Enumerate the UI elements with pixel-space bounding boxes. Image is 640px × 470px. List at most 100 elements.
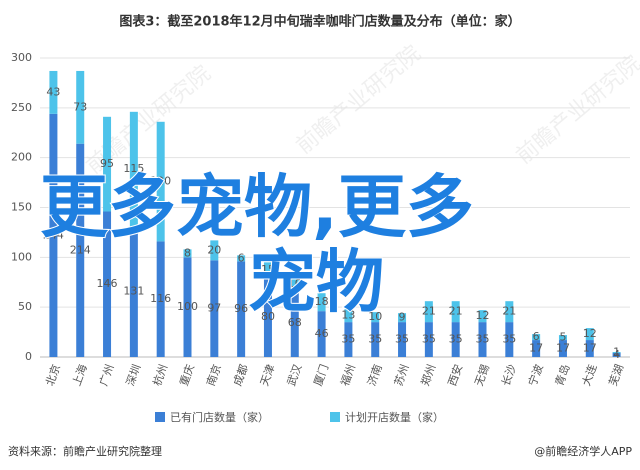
data-label: 244 (43, 228, 64, 241)
x-tick-label: 芜湖 (606, 362, 627, 387)
data-label: 46 (315, 327, 329, 340)
data-label: 131 (123, 285, 144, 298)
data-label: 214 (70, 243, 91, 256)
data-label: 20 (207, 243, 221, 256)
bar-segment (505, 301, 514, 323)
y-tick-label: 0 (25, 350, 32, 363)
credit: @前瞻经济学人APP (534, 444, 632, 458)
data-label: 73 (73, 100, 87, 113)
data-label: 13 (341, 309, 355, 322)
data-label: 15 (261, 263, 275, 276)
chart-title: 图表3：截至2018年12月中旬瑞幸咖啡门店数量及分布（单位：家） (119, 14, 520, 30)
data-label: 43 (46, 85, 60, 98)
bar-segment (585, 340, 594, 357)
bar-segment (49, 70, 58, 114)
x-tick-label: 深圳 (124, 363, 144, 388)
data-label: 8 (184, 246, 191, 259)
x-tick-label: 苏州 (392, 363, 412, 388)
x-tick-label: 无锡 (471, 362, 492, 387)
bar-segment (183, 257, 192, 357)
bar-segment (451, 301, 460, 323)
data-label: 35 (422, 333, 436, 346)
data-label: 21 (422, 305, 436, 318)
data-label: 4 (613, 348, 620, 361)
bar-segment (129, 226, 138, 357)
data-label: 116 (150, 292, 171, 305)
bar-segment (558, 335, 567, 341)
watermark: 前瞻产业研究院 (292, 41, 426, 159)
data-label: 68 (288, 316, 302, 329)
x-tick-label: 北京 (42, 362, 63, 387)
bar-segment (103, 211, 112, 357)
bar-segment (237, 261, 246, 357)
bar-segment (210, 240, 219, 261)
x-tick-label: 西安 (445, 362, 466, 387)
bar-segment (263, 262, 272, 278)
bar-segment (344, 309, 353, 323)
data-label: 18 (315, 295, 329, 308)
data-label: 5 (559, 331, 566, 344)
x-tick-label: 南京 (203, 362, 224, 387)
x-tick-label: 福州 (337, 362, 358, 387)
data-label: 10 (368, 310, 382, 323)
y-tick-label: 150 (11, 201, 32, 214)
x-tick-label: 天津 (258, 363, 278, 388)
data-label: 21 (502, 305, 516, 318)
bar-segment (585, 328, 594, 341)
x-tick-label: 厦门 (311, 362, 332, 387)
bar-segment (210, 260, 219, 357)
data-label: 146 (97, 277, 118, 290)
overlay-text: 更多宠物,更多 (40, 169, 474, 248)
bar-segment (129, 111, 138, 227)
data-label: 35 (476, 333, 490, 346)
x-tick-label: 大连 (579, 362, 600, 387)
watermark-group: 前瞻产业研究院 前瞻产业研究院 前瞻产业研究院 (82, 41, 640, 179)
bar-segment (290, 289, 299, 357)
legend-label: 已有门店数量（家） (170, 410, 269, 424)
x-tick-label: 郑州 (418, 362, 439, 387)
y-tick-label: 250 (11, 101, 32, 114)
bar-segment (558, 340, 567, 357)
y-tick-label: 300 (11, 51, 32, 64)
bar-segment (505, 322, 514, 357)
bar-segment (76, 143, 85, 357)
x-tick-label: 青岛 (552, 362, 573, 387)
data-label: 9 (399, 311, 406, 324)
bar-segment (371, 312, 380, 323)
bar-segment (156, 241, 165, 357)
bar-segment (478, 310, 487, 323)
bar-segment (237, 255, 246, 262)
bar-segment (263, 277, 272, 357)
bar-segment (612, 352, 621, 354)
data-label: 6 (238, 251, 245, 264)
data-label: 35 (341, 333, 355, 346)
bar-segment (76, 70, 85, 144)
data-label: 97 (207, 302, 221, 315)
data-label: 100 (177, 300, 198, 313)
bar-segment (424, 301, 433, 323)
legend-swatch (330, 412, 340, 422)
data-label: 96 (234, 302, 248, 315)
bar-segment (478, 322, 487, 357)
data-label: 35 (368, 333, 382, 346)
watermark: 前瞻产业研究院 (512, 51, 640, 169)
data-label: 17 (529, 342, 543, 355)
x-tick-label: 广州 (97, 363, 117, 388)
data-label: 17 (583, 342, 597, 355)
data-label: 21 (449, 305, 463, 318)
source: 资料来源：前瞻产业研究院整理 (8, 444, 162, 458)
y-tick-label: 100 (11, 250, 32, 263)
legend-label: 计划开店数量（家） (345, 410, 444, 424)
y-tick-label: 200 (11, 151, 32, 164)
bar-segment (398, 313, 407, 323)
data-label: 80 (261, 310, 275, 323)
bar-segment (317, 293, 326, 312)
data-label: 35 (395, 333, 409, 346)
bar-segment (317, 311, 326, 357)
x-tick-label: 济南 (364, 362, 385, 387)
data-label: 120 (150, 175, 171, 188)
bar-segment (371, 322, 380, 357)
data-label: 17 (556, 342, 570, 355)
data-label: 12 (476, 309, 490, 322)
